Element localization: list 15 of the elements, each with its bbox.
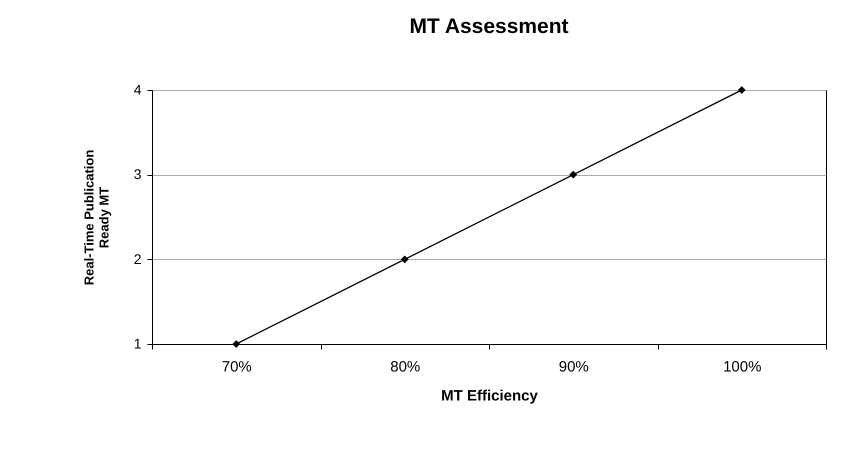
x-tick-label: 70% [222, 358, 252, 376]
point [738, 86, 746, 94]
y-tick-label: 1 [134, 336, 142, 352]
x-tick-label: 80% [390, 358, 420, 376]
y-axis-title: Real-Time Publication Ready MT [82, 150, 112, 286]
y-tick-label: 3 [134, 166, 142, 182]
x-axis-title: MT Efficiency [441, 388, 538, 404]
chart-title: MT Assessment [409, 15, 569, 38]
y-tick-label: 2 [134, 250, 142, 267]
x-tick-label: 90% [558, 358, 589, 376]
x-tick-label: 100% [723, 358, 762, 376]
y-tick-label: 4 [134, 82, 142, 98]
point [569, 170, 578, 179]
point [400, 255, 409, 264]
point [232, 340, 240, 348]
